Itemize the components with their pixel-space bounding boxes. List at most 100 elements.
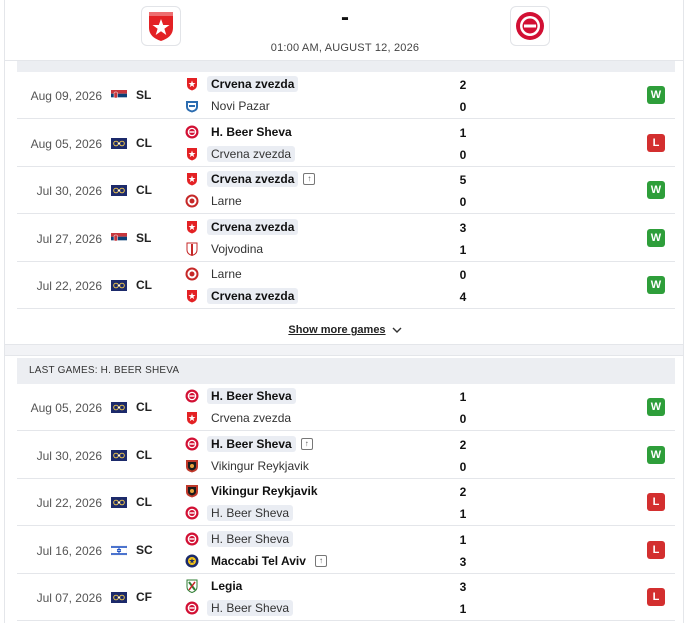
match-row[interactable]: Jul 22, 2026 CL Vikingur Reykjavik 2 H. Beer… [17, 479, 675, 527]
home-team[interactable]: H. Beer Sheva [185, 123, 296, 141]
section-header-beersheva: LAST GAMES: H. BEER SHEVA [17, 358, 675, 384]
competition-code: CL [136, 183, 152, 198]
home-score: 2 [459, 437, 467, 452]
result-badge: L [647, 588, 665, 607]
match-date: Jul 30, 2026 [36, 184, 102, 199]
away-score: 1 [459, 602, 467, 617]
uefa-flag-icon [111, 592, 127, 604]
match-date: Aug 05, 2026 [30, 401, 102, 415]
home-team[interactable]: Crvena zvezda ↑ [185, 170, 316, 188]
h2h-panel: - 01:00 AM, AUGUST 12, 2026 LAST GAMES: … [4, 0, 684, 623]
competition-code: SL [136, 230, 152, 245]
match-date: Jul 27, 2026 [36, 231, 102, 246]
home-team[interactable]: Legia [185, 577, 246, 595]
arrow-up-icon: ↑ [303, 173, 316, 186]
vikingur-reykjavik-crest-icon [185, 459, 199, 473]
match-row[interactable]: Jul 30, 2026 CL Crvena zvezda ↑ 5 Larne 0 W [17, 167, 675, 215]
vikingur-reykjavik-crest-icon [185, 484, 199, 498]
home-team-logo[interactable] [141, 6, 181, 46]
home-team-name: Vikingur Reykjavik [211, 484, 318, 499]
vojvodina-crest-icon [185, 242, 199, 256]
competition-code: CL [136, 278, 152, 293]
match-row[interactable]: Jul 22, 2026 CL Larne 0 Crvena zvezda 4 W [17, 262, 675, 310]
away-team-name: H. Beer Sheva [207, 505, 294, 522]
match-date: Jul 22, 2026 [36, 496, 102, 511]
home-team-name: Crvena zvezda [207, 76, 299, 92]
home-team-name: Larne [211, 267, 242, 282]
away-score: 1 [459, 507, 467, 522]
show-more-games-link[interactable]: Show more games [5, 324, 683, 336]
away-team[interactable]: Larne [185, 192, 246, 210]
away-team-name: Novi Pazar [211, 99, 270, 113]
crvena-zvezda-crest-icon [185, 172, 199, 186]
result-badge: L [647, 540, 665, 559]
crvena-zvezda-crest-icon [185, 77, 199, 91]
chevron-down-icon [392, 327, 402, 334]
away-team[interactable]: H. Beer Sheva [185, 504, 294, 522]
away-team[interactable]: Maccabi Tel Aviv ↑ [185, 552, 327, 570]
away-score: 0 [459, 100, 467, 114]
result-badge: W [647, 86, 665, 104]
match-row[interactable]: Jul 30, 2026 CL H. Beer Sheva ↑ 2 Vikingur Re… [17, 432, 675, 479]
home-team[interactable]: H. Beer Sheva [185, 387, 296, 405]
away-team[interactable]: Crvena zvezda [185, 145, 296, 163]
away-team-name: Maccabi Tel Aviv [211, 553, 306, 568]
larne-crest-icon [185, 194, 199, 208]
away-team[interactable]: H. Beer Sheva [185, 599, 294, 617]
home-team[interactable]: Crvena zvezda [185, 75, 299, 93]
match-row[interactable]: Aug 09, 2026 SL Crvena zvezda 2 Novi Pazar 0 W [17, 72, 675, 119]
away-team-name: Crvena zvezda [207, 145, 296, 162]
match-row[interactable]: Jul 16, 2026 SC H. Beer Sheva 1 Maccabi Tel … [17, 527, 675, 574]
uefa-flag-icon [111, 137, 127, 149]
away-team[interactable]: Crvena zvezda [185, 409, 295, 427]
home-team[interactable]: Vikingur Reykjavik [185, 482, 322, 500]
home-team[interactable]: Larne [185, 265, 246, 283]
home-team[interactable]: Crvena zvezda [185, 218, 299, 236]
h-beer-sheva-crest-icon [185, 506, 199, 520]
serbia-flag-icon [111, 232, 127, 244]
match-row[interactable]: Jul 07, 2026 CF Legia 3 H. Beer Sheva 1 L [17, 574, 675, 622]
home-team-name: H. Beer Sheva [207, 530, 294, 547]
away-team[interactable]: Novi Pazar [185, 97, 274, 115]
crvena-zvezda-crest-icon [185, 220, 199, 234]
home-score: 5 [459, 173, 467, 188]
away-score: 1 [459, 242, 467, 257]
home-score: 1 [459, 390, 467, 404]
home-team[interactable]: H. Beer Sheva ↑ [185, 435, 313, 453]
home-score: 3 [459, 220, 467, 235]
away-score: 0 [459, 147, 467, 162]
away-team-logo[interactable] [510, 6, 550, 46]
match-row[interactable]: Aug 05, 2026 CL H. Beer Sheva 1 Crvena zvezd… [17, 120, 675, 167]
competition-code: SC [136, 542, 153, 557]
section-divider [5, 344, 683, 356]
match-row[interactable]: Jul 27, 2026 SL Crvena zvezda 3 Vojvodina 1 W [17, 215, 675, 262]
arrow-up-icon: ↑ [314, 554, 327, 567]
result-badge: W [647, 445, 665, 464]
away-team[interactable]: Vojvodina [185, 240, 267, 258]
away-team-name: Crvena zvezda [207, 288, 299, 305]
home-team-name: H. Beer Sheva [207, 388, 296, 404]
match-header: - 01:00 AM, AUGUST 12, 2026 [5, 0, 683, 61]
show-more-label[interactable]: Show more games [288, 324, 386, 336]
crvena-zvezda-crest-icon [185, 289, 199, 303]
result-badge: W [647, 181, 665, 200]
score-dash: - [341, 4, 349, 31]
home-score: 0 [459, 268, 467, 283]
away-team[interactable]: Vikingur Reykjavik [185, 457, 313, 475]
competition-code: CL [136, 447, 152, 462]
away-team-name: Vikingur Reykjavik [211, 458, 309, 473]
home-score: 3 [459, 580, 467, 595]
match-row[interactable]: Aug 05, 2026 CL H. Beer Sheva 1 Crvena zvezd… [17, 384, 675, 431]
result-badge: W [647, 228, 665, 247]
arrow-up-icon: ↑ [300, 437, 313, 450]
away-team[interactable]: Crvena zvezda [185, 287, 299, 305]
uefa-flag-icon [111, 402, 127, 413]
uefa-flag-icon [111, 497, 127, 509]
away-team-name: H. Beer Sheva [207, 600, 294, 617]
home-team[interactable]: H. Beer Sheva [185, 530, 294, 548]
match-date: Jul 22, 2026 [36, 279, 102, 294]
h-beer-sheva-crest-icon [185, 437, 199, 451]
away-score: 4 [459, 290, 467, 305]
competition-code: CL [136, 400, 152, 414]
h-beer-sheva-crest-icon [185, 125, 199, 139]
